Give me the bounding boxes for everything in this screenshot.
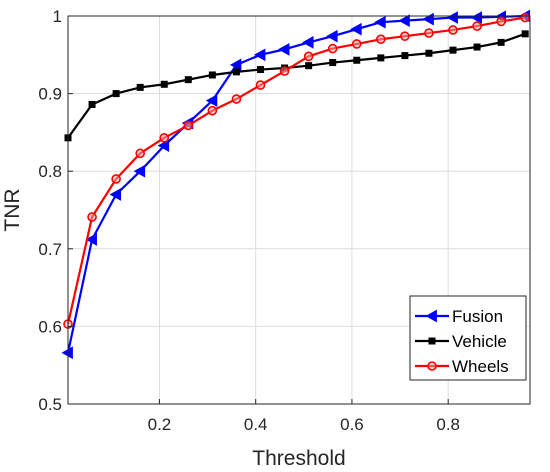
legend-label-vehicle: Vehicle [452, 332, 507, 351]
vehicle-point [473, 43, 481, 51]
wheels-point [376, 34, 386, 45]
legend: Fusion Vehicle Wheels [409, 295, 527, 381]
wheels-point [159, 133, 170, 143]
wheels-point [496, 16, 506, 27]
legend-label-wheels: Wheels [452, 357, 509, 376]
wheels-point [231, 94, 242, 104]
wheels-point [279, 66, 290, 76]
vehicle-point [257, 66, 264, 74]
vehicle-point [136, 83, 144, 91]
wheels-point [400, 31, 410, 41]
vehicle-point [497, 38, 505, 46]
legend-marker-wheels [427, 361, 437, 371]
fusion-point [470, 11, 482, 24]
vehicle-point [377, 54, 385, 62]
y-tick-label: 0.7 [38, 240, 62, 259]
fusion-point [446, 11, 458, 24]
fusion-point [326, 29, 338, 43]
series-fusion [61, 9, 531, 360]
vehicle-point [329, 59, 337, 67]
y-tick-label: 0.6 [38, 317, 62, 336]
vehicle-point [449, 46, 457, 54]
vehicle-point [232, 68, 240, 76]
y-axis-label: TNR [1, 188, 24, 231]
vehicle-point [521, 30, 529, 38]
wheels-point [207, 105, 218, 116]
legend-marker-fusion [425, 309, 437, 323]
fusion-point [302, 36, 314, 49]
vehicle-point [305, 62, 313, 70]
vehicle-point [425, 49, 433, 57]
y-tick-label: 1 [53, 7, 62, 26]
fusion-point [61, 346, 73, 360]
y-tick-label: 0.8 [38, 162, 62, 181]
vehicle-line [67, 32, 526, 139]
y-tick-labels: 0.5 0.6 0.7 0.8 0.9 1 [38, 7, 62, 414]
wheels-point [448, 25, 458, 35]
wheels-point [255, 80, 266, 90]
legend-marker-vehicle [428, 337, 436, 345]
vehicle-point [88, 100, 96, 108]
legend-item-vehicle: Vehicle [415, 332, 507, 351]
fusion-point [157, 139, 170, 152]
fusion-point [253, 48, 266, 62]
x-axis-label: Threshold [252, 447, 345, 470]
vehicle-point [208, 71, 216, 79]
tick-marks [68, 15, 449, 405]
wheels-point [303, 51, 314, 62]
y-tick-label: 0.5 [38, 395, 62, 414]
fusion-point [133, 164, 146, 178]
legend-label-fusion: Fusion [452, 307, 503, 326]
legend-item-wheels: Wheels [415, 357, 509, 376]
vehicle-point [112, 90, 120, 98]
wheels-point [183, 120, 194, 131]
wheels-point [520, 12, 530, 23]
x-tick-label: 0.8 [436, 415, 460, 434]
wheels-point [111, 174, 121, 184]
x-tick-label: 0.4 [244, 415, 268, 434]
vehicle-point [401, 52, 409, 60]
vehicle-point [184, 76, 192, 84]
x-tick-label: 0.2 [148, 415, 172, 434]
wheels-point [87, 212, 97, 222]
fusion-point [109, 188, 122, 201]
x-tick-label: 0.6 [340, 415, 364, 434]
x-tick-labels: 0.2 0.4 0.6 0.8 [148, 415, 460, 434]
wheels-point [472, 21, 482, 31]
wheels-point [135, 148, 145, 159]
fusion-point [85, 233, 97, 246]
vehicle-point [160, 80, 168, 88]
fusion-point [205, 94, 218, 107]
y-tick-label: 0.9 [38, 85, 62, 104]
fusion-point [398, 14, 410, 28]
fusion-point [350, 22, 362, 36]
legend-item-fusion: Fusion [415, 307, 503, 326]
axes-box [67, 15, 531, 405]
fusion-point [278, 43, 290, 56]
wheels-point [424, 28, 434, 38]
fusion-point [229, 58, 242, 72]
vehicle-point [353, 56, 361, 64]
fusion-point [374, 15, 386, 29]
wheels-point [351, 39, 362, 49]
wheels-point [327, 43, 338, 54]
